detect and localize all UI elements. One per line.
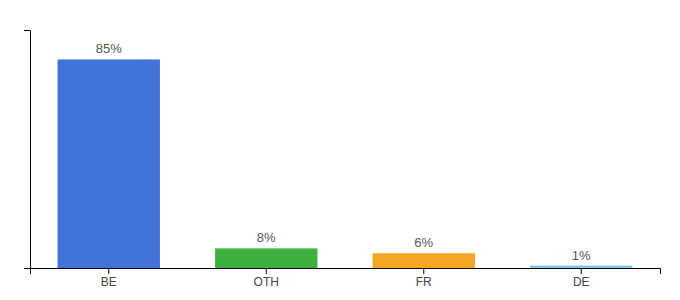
x-tick-label: OTH: [254, 275, 279, 289]
x-axis: BE OTH FR DE: [31, 268, 661, 289]
bar: [373, 253, 475, 268]
x-tick-label: BE: [101, 275, 117, 289]
data-label: 85%: [96, 41, 122, 56]
x-tick: DE: [573, 268, 590, 289]
x-tick: FR: [416, 268, 432, 289]
data-label: 8%: [257, 230, 276, 245]
data-label: 1%: [572, 248, 591, 263]
y-axis: [24, 31, 31, 269]
y-axis-line: [24, 31, 31, 269]
x-tick-mark: [423, 268, 424, 274]
plot: BE OTH FR DE 85% 8% 6% 1%: [24, 31, 661, 289]
bars: [58, 59, 633, 268]
x-tick-mark: [581, 268, 582, 274]
bar: [215, 248, 317, 268]
chart: BE OTH FR DE 85% 8% 6% 1%: [0, 0, 680, 300]
x-tick: BE: [101, 268, 117, 289]
x-tick-label: DE: [573, 275, 590, 289]
bar: [530, 266, 632, 268]
x-tick: OTH: [254, 268, 279, 289]
data-labels: 85% 8% 6% 1%: [96, 41, 591, 262]
data-label: 6%: [414, 235, 433, 250]
x-tick-mark: [266, 268, 267, 274]
x-axis-line: [31, 269, 661, 275]
bar: [58, 59, 160, 268]
x-tick-label: FR: [416, 275, 432, 289]
x-tick-mark: [108, 268, 109, 274]
